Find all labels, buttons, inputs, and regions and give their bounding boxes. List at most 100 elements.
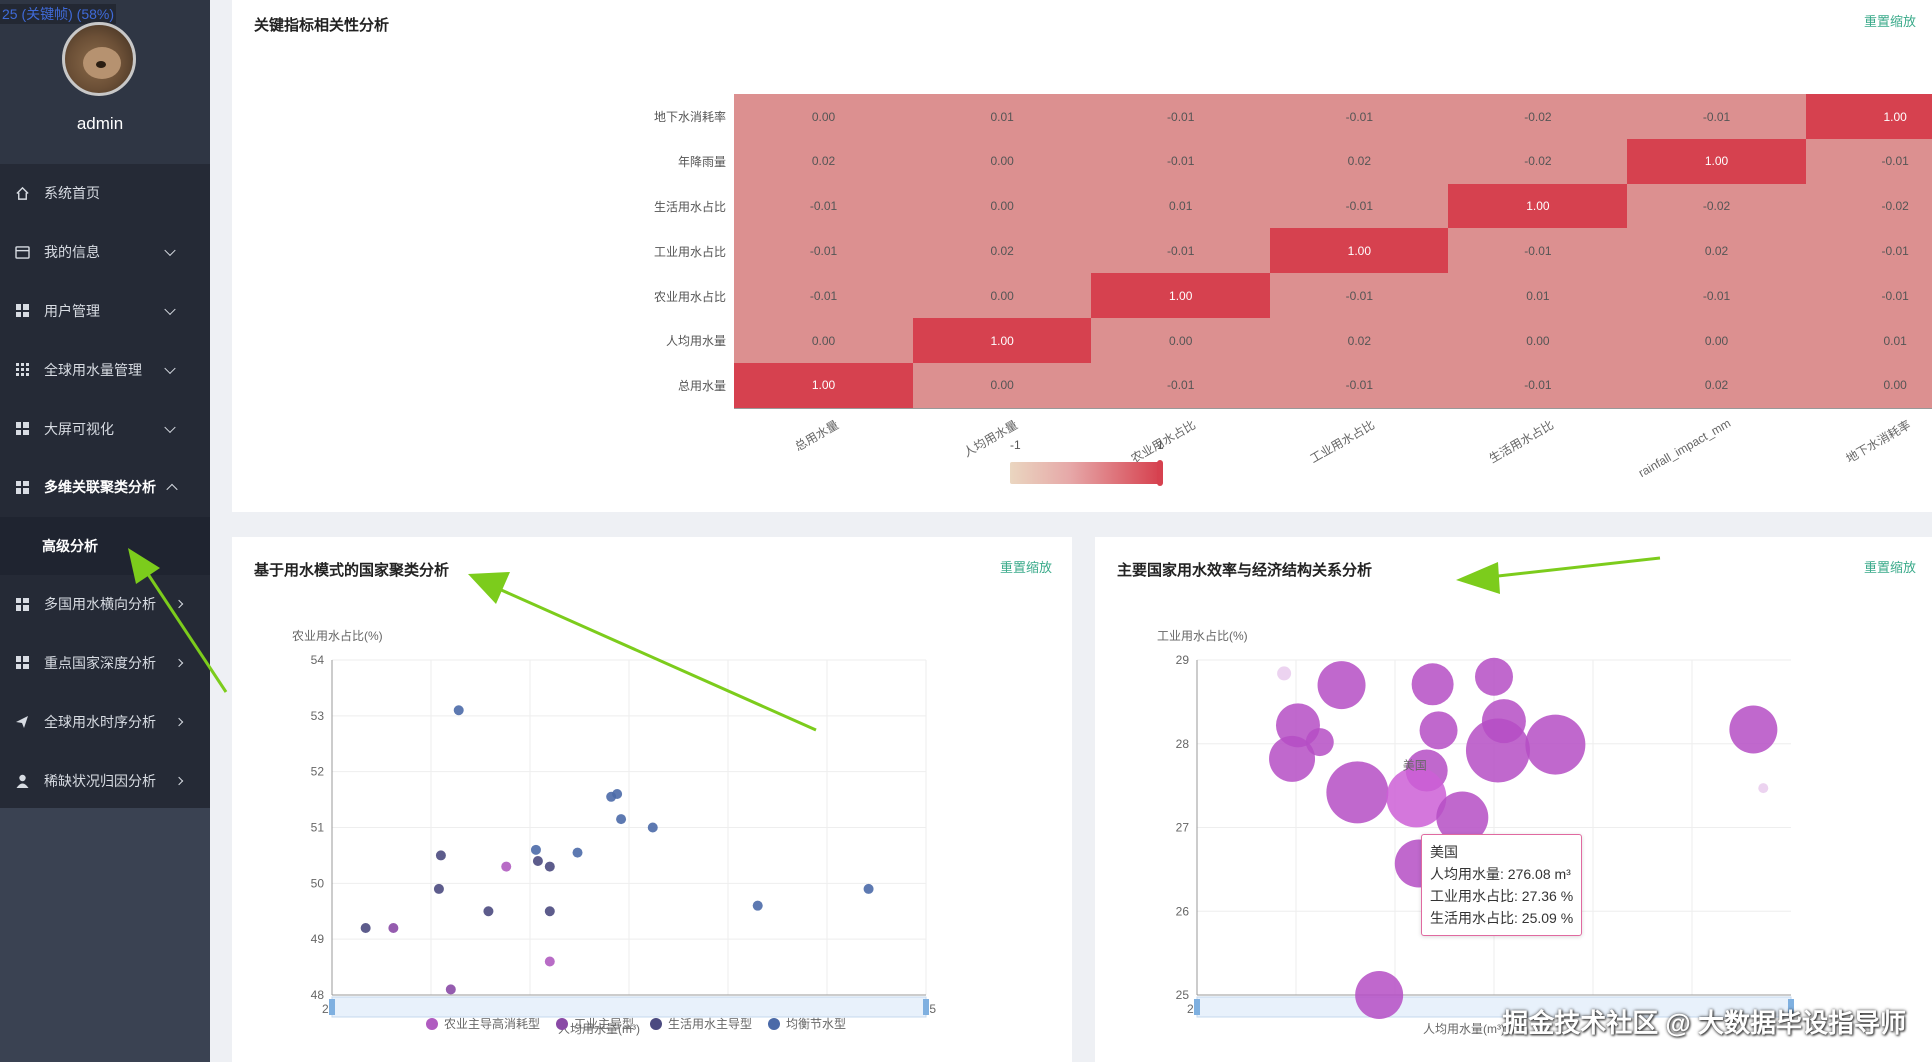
bubble-point[interactable] — [1729, 705, 1778, 754]
heatmap-cell[interactable]: 0.00 — [1805, 362, 1932, 409]
bubble-point[interactable] — [1386, 767, 1447, 828]
heatmap-cell[interactable]: 0.01 — [1091, 183, 1271, 229]
legend-label[interactable]: 均衡节水型 — [786, 1017, 846, 1031]
heatmap-cell[interactable]: -0.02 — [1448, 138, 1628, 185]
scatter-point[interactable] — [544, 956, 555, 967]
avatar[interactable] — [62, 22, 136, 96]
sidebar-item-home[interactable]: 系统首页 — [0, 164, 210, 223]
bubble-point[interactable] — [1355, 971, 1404, 1019]
scatter-point[interactable] — [388, 923, 399, 933]
heatmap-cell[interactable]: 0.00 — [1448, 318, 1628, 364]
bubble-point[interactable] — [1525, 714, 1586, 775]
scatter-point[interactable] — [863, 883, 874, 894]
scatter-point[interactable] — [544, 906, 555, 917]
heatmap-cell[interactable]: -0.01 — [1269, 362, 1449, 409]
bubble-point[interactable] — [1317, 661, 1366, 710]
heatmap-cell[interactable]: 0.02 — [1269, 318, 1449, 364]
scatter-point[interactable] — [612, 789, 623, 799]
scatter-point[interactable] — [360, 923, 371, 933]
heatmap-cell[interactable]: -0.01 — [1627, 273, 1807, 319]
legend-label[interactable]: 生活用水主导型 — [668, 1017, 752, 1031]
scatter-point[interactable] — [433, 883, 444, 894]
scatter-point[interactable] — [752, 900, 763, 911]
heatmap-cell[interactable]: -0.01 — [1805, 138, 1932, 185]
heatmap-cell[interactable]: -0.01 — [1448, 362, 1628, 409]
heatmap-cell[interactable]: 1.00 — [1269, 228, 1449, 274]
heatmap-cell[interactable]: -0.01 — [1269, 94, 1449, 140]
heatmap-cell[interactable]: 0.02 — [1627, 362, 1807, 409]
scatter-point[interactable] — [501, 861, 512, 872]
heatmap-cell[interactable]: 1.00 — [1448, 183, 1628, 229]
sidebar-item-key-country[interactable]: 重点国家深度分析 — [0, 633, 210, 693]
heatmap-cell[interactable]: 0.00 — [734, 94, 914, 140]
sidebar-item-multi-country[interactable]: 多国用水横向分析 — [0, 574, 210, 634]
bubble-point[interactable] — [1465, 718, 1530, 783]
sidebar-item-water-management[interactable]: 全球用水量管理 — [0, 340, 210, 400]
heatmap-cell[interactable]: -0.02 — [1627, 183, 1807, 229]
legend-label[interactable]: 工业主导型 — [574, 1017, 634, 1031]
heatmap-cell[interactable]: -0.01 — [1805, 273, 1932, 319]
heatmap-cell[interactable]: 1.00 — [1805, 94, 1932, 140]
reset-zoom-button[interactable]: 重置缩放 — [999, 560, 1052, 575]
heatmap-cell[interactable]: -0.01 — [734, 183, 914, 229]
heatmap-cell[interactable]: 0.01 — [1805, 318, 1932, 364]
scatter-point[interactable] — [435, 850, 446, 861]
heatmap-cell[interactable]: -0.01 — [1805, 228, 1932, 274]
scatter-point[interactable] — [483, 906, 494, 917]
sidebar-item-big-screen[interactable]: 大屏可视化 — [0, 399, 210, 458]
sidebar-item-my-info[interactable]: 我的信息 — [0, 222, 210, 282]
heatmap-cell[interactable]: 0.00 — [912, 138, 1092, 185]
visual-map-handle[interactable] — [1157, 460, 1163, 486]
heatmap-cell[interactable]: 1.00 — [1627, 138, 1807, 185]
bubble-point[interactable] — [1758, 783, 1769, 794]
bubble-point[interactable] — [1277, 666, 1292, 681]
heatmap-cell[interactable]: -0.02 — [1805, 183, 1932, 229]
heatmap-cell[interactable]: 0.02 — [1627, 228, 1807, 274]
heatmap-cell[interactable]: 0.02 — [734, 138, 914, 185]
reset-zoom-button[interactable]: 重置缩放 — [1863, 560, 1916, 575]
scatter-point[interactable] — [530, 844, 541, 855]
scatter-point[interactable] — [453, 705, 464, 716]
heatmap-cell[interactable]: -0.01 — [1091, 362, 1271, 409]
scatter-point[interactable] — [647, 822, 658, 833]
heatmap-cell[interactable]: 1.00 — [734, 362, 914, 409]
bubble-point[interactable] — [1475, 657, 1513, 696]
heatmap-cell[interactable]: 0.00 — [912, 273, 1092, 319]
heatmap-cell[interactable]: -0.01 — [1627, 94, 1807, 140]
heatmap-cell[interactable]: 1.00 — [912, 318, 1092, 364]
heatmap-cell[interactable]: -0.01 — [1269, 183, 1449, 229]
sidebar-item-timeseries[interactable]: 全球用水时序分析 — [0, 692, 210, 752]
heatmap-cell[interactable]: -0.02 — [1448, 94, 1628, 140]
bubble-point[interactable] — [1326, 761, 1389, 824]
heatmap-cell[interactable]: 0.00 — [1627, 318, 1807, 364]
heatmap-cell[interactable]: -0.01 — [734, 228, 914, 274]
visual-map-slider[interactable] — [1010, 462, 1160, 484]
bubble-point[interactable] — [1436, 791, 1489, 844]
sidebar-item-cluster-analysis[interactable]: 多维关联聚类分析 — [0, 457, 210, 517]
heatmap-cell[interactable]: 0.01 — [912, 94, 1092, 140]
heatmap-cell[interactable]: -0.01 — [1091, 228, 1271, 274]
heatmap-cell[interactable]: -0.01 — [1269, 273, 1449, 319]
heatmap-cell[interactable]: 0.00 — [1091, 318, 1271, 364]
heatmap-cell[interactable]: -0.01 — [1091, 138, 1271, 185]
heatmap-cell[interactable]: 0.00 — [912, 362, 1092, 409]
scatter-point[interactable] — [532, 856, 543, 866]
heatmap-cell[interactable]: 0.00 — [734, 318, 914, 364]
sidebar-subitem-advanced-analysis[interactable]: 高级分析 — [0, 516, 210, 575]
bubble-point[interactable] — [1269, 735, 1316, 782]
heatmap-cell[interactable]: -0.01 — [734, 273, 914, 319]
bubble-point[interactable] — [1411, 663, 1454, 706]
scatter-point[interactable] — [445, 984, 456, 995]
heatmap-cell[interactable]: -0.01 — [1091, 94, 1271, 140]
sidebar-item-scarcity[interactable]: 稀缺状况归因分析 — [0, 751, 210, 810]
legend-label[interactable]: 农业主导高消耗型 — [444, 1016, 540, 1031]
scatter-point[interactable] — [616, 814, 627, 825]
reset-zoom-button[interactable]: 重置缩放 — [1863, 14, 1916, 29]
heatmap-cell[interactable]: 0.01 — [1448, 273, 1628, 319]
sidebar-item-user-management[interactable]: 用户管理 — [0, 281, 210, 341]
heatmap-cell[interactable]: 0.02 — [1269, 138, 1449, 185]
bubble-point[interactable] — [1419, 711, 1458, 750]
heatmap-cell[interactable]: 0.02 — [912, 228, 1092, 274]
scatter-point[interactable] — [572, 847, 583, 858]
heatmap-cell[interactable]: 1.00 — [1091, 273, 1271, 319]
